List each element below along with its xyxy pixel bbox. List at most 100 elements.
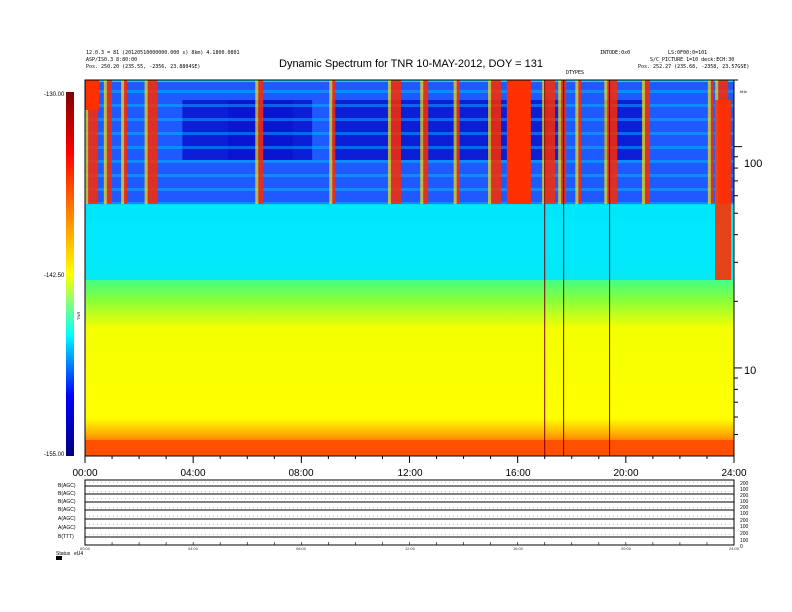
burst-edge [488,80,492,204]
x-tick-label-6: 24:00 [721,468,747,479]
burst-edge [575,80,579,204]
burst-edge [707,80,711,204]
burst-edge [604,80,608,204]
spectrogram-mid-band [85,204,734,280]
strong-burst-16h [506,80,531,204]
burst-streak [332,80,336,204]
panel-right-tick-5: 200 [740,505,749,511]
upper-band-stripe [85,174,734,177]
burst-edge [542,80,546,204]
panel-right-tick-2: 100 [740,487,749,493]
panel-row-label-7: B(TTT) [58,534,74,540]
upper-band-stripe [85,160,734,163]
burst-edge [558,80,562,204]
x-tick-label-4: 16:00 [505,468,531,479]
colorbar [66,92,74,456]
panel-x-tick-2: 08:00 [295,546,307,551]
header-position-left: Pos. 250.20 (235.55, -2356, 23.8804SE) [86,64,201,70]
panel-right-tick-8: 100 [740,524,749,530]
colorbar-label-max: -130.00 [44,92,65,98]
panel-right-tick-9: 200 [740,531,749,537]
status-marker [56,556,62,560]
burst-streak [124,80,128,204]
burst-streak [147,80,158,204]
burst-start [85,80,99,110]
burst-streak [578,80,582,204]
panel-row-label-6: A(AGC) [58,525,76,531]
header-position-right: Pos. 252.27 (235.68, -2358, 23.57GSE) [638,64,750,70]
x-tick-label-2: 08:00 [288,468,314,479]
upper-band-stripe [85,188,734,191]
panel-x-tick-6: 24:00 [728,546,740,551]
burst-streak [644,80,650,204]
header-ls: LS:0F00:0=101 [668,50,708,56]
header-info-line2: ASP/IS0.3 8:80:00 [86,57,138,63]
burst-streak [607,80,618,204]
panel-row-label-2: B(AGC) [58,491,76,497]
burst-streak [88,80,99,204]
burst-streak [545,80,556,204]
upper-band-stripe [85,146,734,149]
panel-row-label-3: B(AGC) [58,499,76,505]
burst-streak [491,80,502,204]
header-info-line1: 12.0.3 = 81 (20120510000000.000 s) 8km) … [86,50,240,56]
burst-edge [453,80,457,204]
panel-right-tick-4: 100 [740,499,749,505]
upper-band-stripe [85,202,734,205]
y-unit-label: kHz [740,89,747,94]
panel-row-label-5: A(AGC) [58,516,76,522]
burst-streak [106,80,112,204]
x-tick-label-0: 00:00 [72,468,98,479]
burst-edge [121,80,125,204]
upper-band-stripe [85,90,734,93]
y-tick-label-100: 100 [744,158,763,170]
panel-x-tick-4: 16:00 [512,546,524,551]
status-label: Status [56,551,71,557]
burst-streak [710,80,714,204]
y-tick-label-10: 10 [744,365,757,377]
dtypes-label: DTYPES [566,70,585,76]
upper-band-stripe [85,104,734,107]
panel-x-tick-5: 20:00 [620,546,632,551]
burst-streak [456,80,460,204]
status-unit: eU4 [74,551,84,557]
panel-right-tick-3: 200 [740,493,749,499]
panel-right-tick-6: 100 [740,511,749,517]
chart-title: Dynamic Spectrum for TNR 10-MAY-2012, DO… [279,58,544,70]
panel-x-tick-1: 04:00 [187,546,199,551]
panel-row-label-4: B(AGC) [58,507,76,513]
burst-streak [423,80,429,204]
burst-edge [85,80,89,204]
dark-blue-patch [331,100,494,160]
burst-edge [420,80,424,204]
colorbar-label-mid: -142.50 [44,273,65,279]
panel-right-tick-10: 100 [740,538,749,544]
header-picture: S/C_PICTURE 1=10 deck:ECH:30 [650,57,735,63]
panel-frame [84,479,735,546]
burst-streak [258,80,264,204]
panel-right-tick-7: 200 [740,518,749,524]
header-mode: INTODE:0x0 [600,50,631,56]
upper-band-stripe [85,132,734,135]
spectrogram-bottom-band [85,440,734,456]
burst-edge [387,80,391,204]
x-tick-label-3: 12:00 [397,468,423,479]
burst-streak [390,80,401,204]
x-tick-label-5: 20:00 [613,468,639,479]
burst-edge [144,80,148,204]
burst-edge [329,80,333,204]
burst-edge [255,80,259,204]
colorbar-label-min: -155.00 [44,452,65,458]
panel-row-label-1: B(AGC) [58,483,76,489]
x-tick-label-1: 04:00 [180,468,206,479]
panel-right-tick-1: 200 [740,481,749,487]
burst-edge [103,80,107,204]
strong-burst-23h [715,100,732,280]
panel-x-tick-3: 12:00 [404,546,416,551]
upper-band-stripe [85,118,734,121]
burst-edge [641,80,645,204]
panel-right-tick-11: 0 [740,544,743,550]
panel-x-tick-0: 00:00 [79,546,91,551]
